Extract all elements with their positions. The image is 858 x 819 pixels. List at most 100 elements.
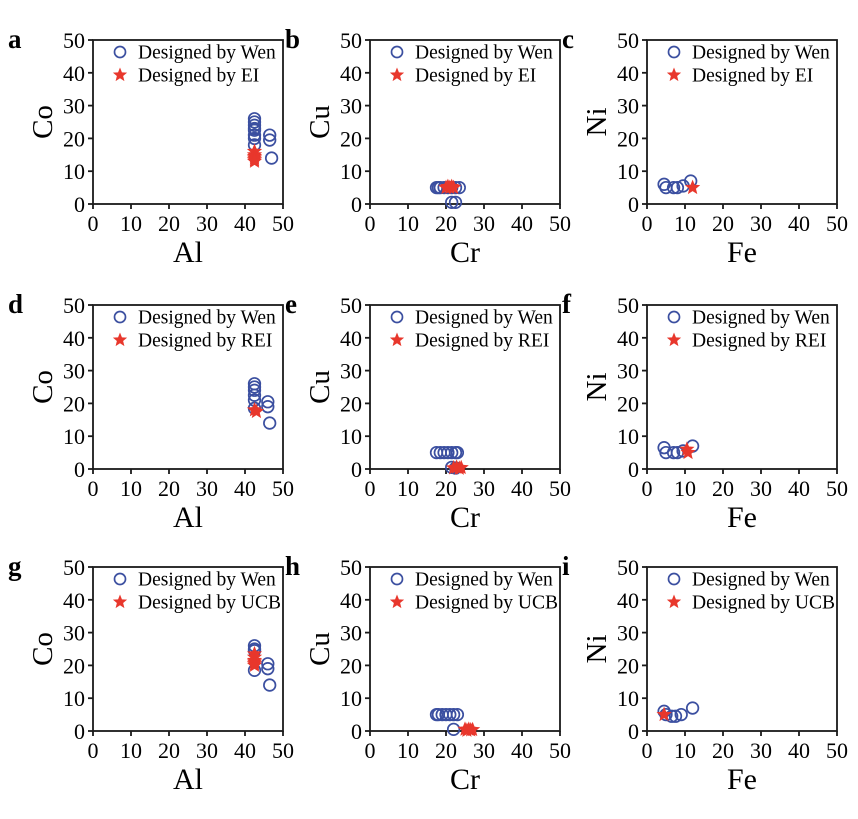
legend-label: Designed by EI (415, 66, 536, 87)
y-tick-label: 10 (617, 686, 639, 711)
data-point-circle (247, 128, 262, 142)
y-tick-label: 10 (63, 424, 85, 449)
legend-circle-marker (113, 572, 127, 586)
x-tick-label: 40 (234, 738, 256, 763)
legend-circle-marker (390, 45, 404, 59)
x-tick-label: 0 (642, 211, 653, 236)
y-tick-label: 0 (351, 719, 362, 744)
panel-h: h 0 10 20 30 40 50 0 10 20 30 40 50 Cu Cr Designed by W… (285, 551, 571, 796)
legend-label: Designed by Wen (138, 308, 276, 329)
x-tick-label: 40 (788, 476, 810, 501)
data-point-circle (674, 707, 688, 722)
y-tick-label: 50 (63, 293, 85, 318)
data-point-circle (261, 657, 275, 671)
legend-circle-marker (667, 310, 681, 324)
y-axis-title: Co (27, 370, 59, 404)
x-tick-label: 0 (365, 476, 376, 501)
panel-label-h: h (285, 551, 300, 581)
panel-label-i: i (562, 551, 570, 581)
y-tick-label: 20 (63, 126, 85, 151)
data-point-circle (263, 128, 277, 142)
legend-star-marker (666, 67, 682, 82)
data-point-star (684, 179, 701, 195)
x-tick-label: 30 (473, 211, 495, 236)
data-point-star (445, 179, 462, 195)
y-tick-label: 30 (63, 621, 85, 646)
y-tick-label: 40 (63, 61, 85, 86)
y-tick-label: 0 (351, 192, 362, 217)
legend-label: Designed by REI (415, 331, 549, 352)
x-tick-label: 50 (549, 738, 571, 763)
plot-frame (646, 304, 838, 470)
x-tick-label: 0 (88, 738, 99, 763)
y-axis-title: Cu (304, 370, 336, 404)
x-axis-title: Cr (450, 763, 480, 796)
x-axis-title: Cr (450, 501, 480, 534)
plot-frame (92, 39, 284, 205)
y-tick-label: 0 (628, 719, 639, 744)
y-tick-label: 40 (617, 588, 639, 613)
legend-label: Designed by Wen (692, 308, 830, 329)
y-tick-label: 0 (628, 192, 639, 217)
data-point-circle (670, 180, 685, 195)
y-tick-label: 0 (74, 457, 85, 482)
y-tick-label: 20 (340, 653, 362, 678)
panel-b: b 0 10 20 30 40 50 0 10 20 30 40 50 Cu Cr Designed by W… (285, 24, 571, 269)
legend-label: Designed by Wen (138, 570, 276, 591)
y-tick-label: 10 (340, 424, 362, 449)
data-point-circle (446, 722, 461, 737)
x-tick-label: 50 (549, 476, 571, 501)
data-point-circle (666, 445, 681, 460)
data-point-star (246, 657, 263, 672)
data-point-circle (247, 388, 262, 402)
y-tick-label: 50 (63, 28, 85, 53)
data-point-star (680, 444, 696, 460)
data-point-circle (450, 445, 465, 460)
y-tick-label: 30 (617, 94, 639, 119)
y-tick-label: 10 (340, 686, 362, 711)
legend-label: Designed by Wen (138, 43, 276, 64)
panel-label-f: f (562, 289, 572, 319)
y-tick-label: 50 (63, 555, 85, 580)
y-tick-label: 50 (340, 293, 362, 318)
y-tick-label: 40 (340, 588, 362, 613)
legend-circle-marker (113, 45, 127, 59)
y-axis-title: Ni (581, 108, 613, 137)
data-point-circle (261, 400, 275, 414)
data-point-circle (247, 118, 262, 132)
y-axis-title: Ni (581, 635, 613, 664)
data-point-circle (685, 701, 700, 715)
x-tick-label: 20 (712, 476, 734, 501)
y-tick-label: 30 (63, 94, 85, 119)
data-point-star (248, 403, 265, 419)
y-tick-label: 50 (617, 555, 639, 580)
data-point-circle (247, 383, 262, 397)
panel-label-a: a (8, 24, 22, 54)
x-axis-title: Al (173, 236, 203, 269)
y-tick-label: 40 (340, 61, 362, 86)
x-tick-label: 10 (120, 738, 142, 763)
legend-star-marker (389, 332, 405, 347)
data-point-circle (263, 678, 277, 692)
legend-star-marker (112, 67, 128, 82)
legend-label: Designed by Wen (692, 570, 830, 591)
y-tick-label: 30 (617, 621, 639, 646)
x-tick-label: 20 (158, 738, 180, 763)
legend-star-marker (389, 67, 405, 82)
data-point-circle (448, 195, 463, 210)
legend-star-marker (389, 594, 405, 609)
data-point-circle (247, 123, 262, 137)
panel-label-b: b (285, 24, 300, 54)
x-tick-label: 30 (473, 738, 495, 763)
legend-label: Designed by Wen (415, 570, 553, 591)
y-tick-label: 10 (617, 159, 639, 184)
y-tick-label: 0 (351, 457, 362, 482)
y-tick-label: 10 (63, 686, 85, 711)
data-point-circle (261, 395, 275, 409)
panel-e: e 0 10 20 30 40 50 0 10 20 30 40 50 Cu Cr Designed by W… (285, 289, 571, 534)
y-tick-label: 20 (617, 391, 639, 416)
x-tick-label: 0 (642, 738, 653, 763)
legend-star-marker (112, 594, 128, 609)
data-point-star (453, 459, 469, 475)
y-tick-label: 10 (63, 159, 85, 184)
